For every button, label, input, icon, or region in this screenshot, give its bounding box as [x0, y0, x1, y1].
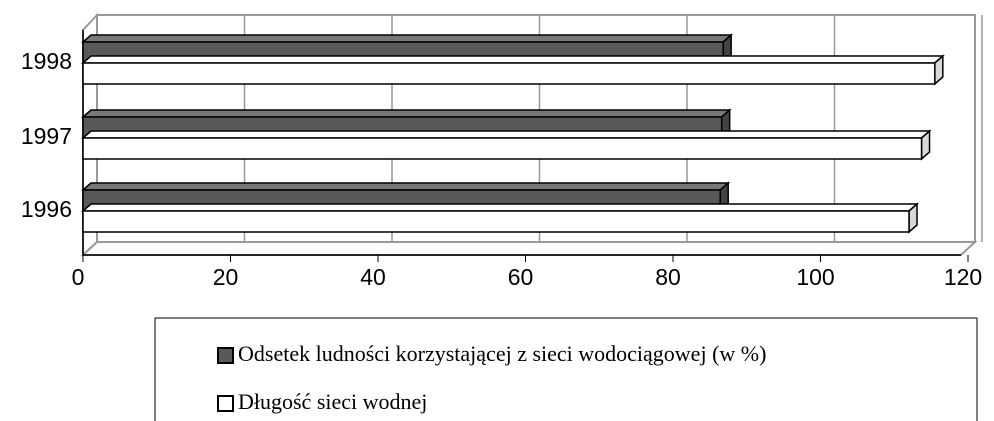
y-tick-label: 1996 [21, 196, 72, 222]
bar-top [81, 55, 945, 64]
bar [82, 210, 910, 233]
bar-top [81, 203, 919, 212]
bar [82, 137, 923, 160]
x-tick-label: 100 [796, 264, 834, 290]
x-tick-label: 80 [655, 264, 681, 290]
x-tick-label: 20 [213, 264, 239, 290]
x-tick-label: 60 [508, 264, 534, 290]
floor [80, 241, 978, 256]
bar-top [81, 130, 932, 139]
legend-swatch [217, 395, 234, 412]
bar [82, 62, 936, 85]
bar-top [81, 34, 734, 43]
bar-top [81, 182, 731, 191]
x-tick-label: 0 [72, 264, 85, 290]
y-tick-label: 1997 [21, 123, 72, 149]
bar-top [81, 109, 732, 118]
legend-box [154, 317, 978, 421]
legend-label: Odsetek ludności korzystającej z sieci w… [238, 341, 766, 366]
y-tick-label: 1998 [21, 48, 72, 74]
legend-swatch [217, 347, 234, 364]
x-tick-label: 40 [360, 264, 386, 290]
x-tick-label: 120 [944, 264, 982, 290]
legend-label: Długość sieci wodnej [238, 389, 427, 414]
